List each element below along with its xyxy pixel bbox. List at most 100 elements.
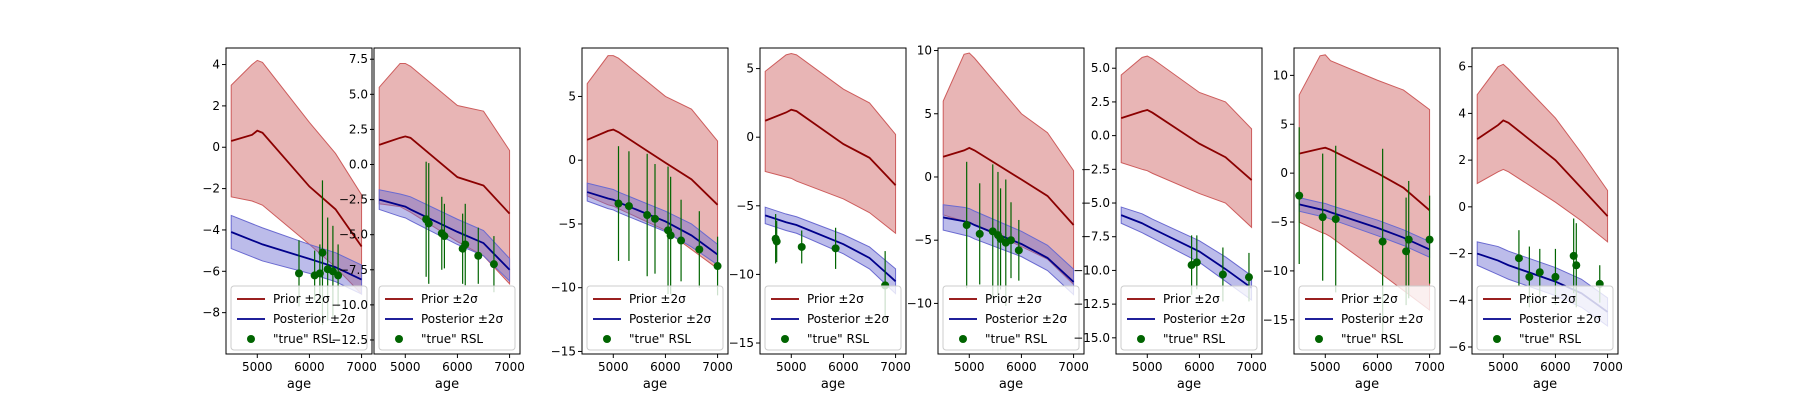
observation-point <box>1331 215 1340 224</box>
observation-point <box>295 269 303 278</box>
y-tick-label: 5 <box>924 107 932 121</box>
prior-band <box>1476 63 1609 243</box>
y-tick-label: −4 <box>202 223 220 237</box>
legend-label-3: "true" RSL <box>1519 332 1581 346</box>
legend: Prior ±2σ Posterior ±2σ "true" RSL <box>1476 285 1614 351</box>
observation-point <box>318 248 327 257</box>
plot-area <box>1295 54 1434 335</box>
observation-point <box>1404 235 1413 244</box>
posterior-mean-line <box>230 231 362 281</box>
observation-point <box>1551 272 1560 281</box>
y-tick-label: −7.5 <box>1081 230 1110 244</box>
y-tick-label: 5.0 <box>349 87 368 101</box>
y-tick-label: −10 <box>729 267 754 281</box>
axes-frame <box>1471 47 1619 355</box>
y-tick-label: −5 <box>1270 215 1288 229</box>
x-axis-label: age <box>643 377 667 392</box>
posterior-mean-line <box>943 216 1075 283</box>
posterior-mean-line <box>1299 203 1430 251</box>
legend: Prior ±2σ Posterior ±2σ "true" RSL <box>1298 285 1436 351</box>
y-tick-label: 0 <box>746 130 754 144</box>
x-tick-label: 7000 <box>1592 360 1623 374</box>
legend: Prior ±2σ Posterior ±2σ "true" RSL <box>942 285 1080 351</box>
x-tick-label: 6000 <box>442 360 473 374</box>
legend-label-1: Prior ±2σ <box>985 292 1042 306</box>
prior-mean-line <box>586 128 719 206</box>
y-tick-label: −5.0 <box>339 228 368 242</box>
legend-swatch-3 <box>959 335 967 343</box>
observation-point <box>461 240 470 249</box>
x-tick-label: 6000 <box>1540 360 1571 374</box>
observation-point <box>1295 191 1304 200</box>
x-tick-label: 7000 <box>1414 360 1445 374</box>
x-tick-label: 7000 <box>494 360 525 374</box>
observation-point <box>797 242 806 251</box>
y-tick-label: −2 <box>1448 247 1466 261</box>
observation-point <box>1525 272 1534 281</box>
observation-point <box>1318 213 1327 222</box>
observation-point <box>1572 261 1581 270</box>
y-tick-label: −12.5 <box>1073 297 1110 311</box>
y-tick-label: −6 <box>202 264 220 278</box>
x-tick-label: 7000 <box>1058 360 1089 374</box>
y-tick-label: 5 <box>568 89 576 103</box>
legend-frame <box>230 285 368 351</box>
y-tick-label: −5 <box>558 217 576 231</box>
y-tick-label: 5 <box>746 62 754 76</box>
legend-frame <box>1120 285 1258 351</box>
posterior-mean-line <box>1120 214 1253 289</box>
y-tick-label: 2.5 <box>349 122 368 136</box>
legend-label-1: Prior ±2σ <box>1341 292 1398 306</box>
x-axis-label: age <box>435 377 459 392</box>
y-tick-label: −2 <box>202 182 220 196</box>
legend-frame <box>764 285 902 351</box>
legend: Prior ±2σ Posterior ±2σ "true" RSL <box>1120 285 1258 351</box>
y-tick-label: 6 <box>1458 60 1466 74</box>
legend-label-3: "true" RSL <box>1341 332 1403 346</box>
plot-area <box>586 55 722 296</box>
legend: Prior ±2σ Posterior ±2σ "true" RSL <box>586 285 724 351</box>
x-tick-label: 7000 <box>880 360 911 374</box>
x-axis-label: age <box>1177 377 1201 392</box>
observation-point <box>489 260 498 269</box>
posterior-band <box>764 206 897 295</box>
observation-point <box>962 221 971 230</box>
y-tick-label: −5 <box>736 199 754 213</box>
observation-point <box>651 214 659 223</box>
x-tick-label: 6000 <box>828 360 859 374</box>
plot-area <box>764 52 897 320</box>
x-tick-label: 7000 <box>1236 360 1267 374</box>
y-tick-label: −5.0 <box>1081 196 1110 210</box>
y-tick-label: −10.0 <box>331 298 368 312</box>
legend-label-1: Prior ±2σ <box>273 292 330 306</box>
observation-point <box>831 244 840 253</box>
axes-frame <box>937 47 1085 355</box>
observation-point <box>975 229 984 238</box>
legend-label-1: Prior ±2σ <box>1519 292 1576 306</box>
legend-label-2: Posterior ±2σ <box>629 312 712 326</box>
y-tick-label: −4 <box>1448 293 1466 307</box>
legend-frame <box>378 285 516 351</box>
x-axis-label: age <box>1355 377 1379 392</box>
observation-point <box>1402 247 1411 256</box>
y-tick-label: 0.0 <box>1091 129 1110 143</box>
prior-mean-line <box>764 108 897 186</box>
axes-frame <box>1293 47 1441 355</box>
legend-frame <box>942 285 1080 351</box>
legend-label-3: "true" RSL <box>1163 332 1225 346</box>
legend-label-2: Posterior ±2σ <box>1519 312 1602 326</box>
plot-area <box>942 52 1075 306</box>
legend-label-2: Posterior ±2σ <box>1163 312 1246 326</box>
observation-point <box>1535 268 1544 277</box>
axes-frame <box>1115 47 1263 355</box>
legend-label-2: Posterior ±2σ <box>807 312 890 326</box>
prior-mean-line <box>1120 109 1253 181</box>
prior-mean-line <box>1299 146 1431 211</box>
axes-frame <box>373 47 521 355</box>
x-tick-label: 5000 <box>390 360 421 374</box>
